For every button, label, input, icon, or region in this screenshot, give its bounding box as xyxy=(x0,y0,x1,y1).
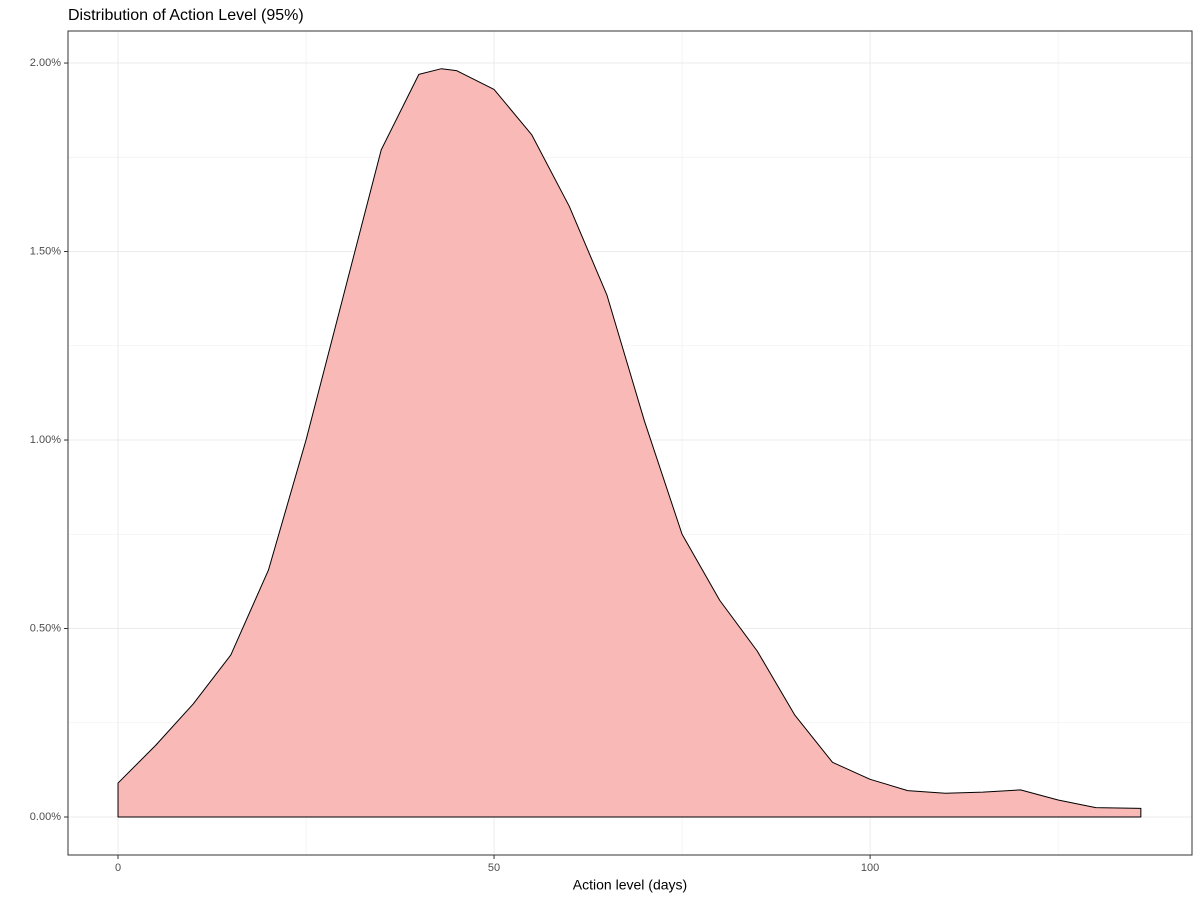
density-area xyxy=(117,68,1142,818)
x-tick-label: 0 xyxy=(115,862,121,874)
y-tick-label: 0.00% xyxy=(30,811,61,823)
panel-border xyxy=(67,30,1193,856)
y-tick-label: 1.00% xyxy=(30,434,61,446)
x-tick-label: 50 xyxy=(488,862,500,874)
x-axis-label: Action level (days) xyxy=(573,877,687,893)
y-tick-label: 2.00% xyxy=(30,57,61,69)
chart-title: Distribution of Action Level (95%) xyxy=(68,7,304,24)
x-tick-label: 100 xyxy=(861,862,879,874)
y-tick-label: 1.50% xyxy=(30,245,61,257)
y-tick-label: 0.50% xyxy=(30,622,61,634)
